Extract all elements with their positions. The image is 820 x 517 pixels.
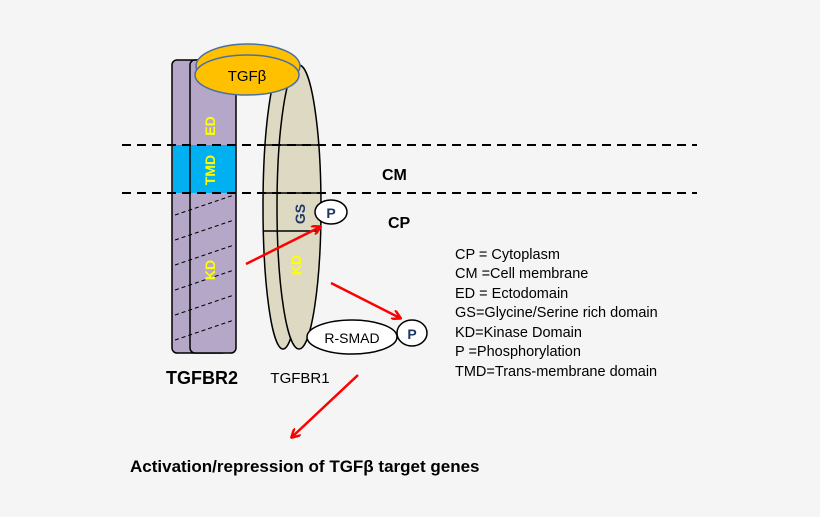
- legend-item: TMD=Trans-membrane domain: [455, 364, 657, 380]
- arrow-to-rsmad: [330, 281, 400, 318]
- tgfb-ligand: TGFβ: [194, 43, 301, 96]
- tgfb-label: TGFβ: [228, 68, 267, 85]
- svg-text:P: P: [326, 205, 335, 221]
- tgfbr1-label: TGFBR1: [270, 370, 329, 387]
- cm-label: CM: [382, 167, 407, 184]
- tgfbr2-kd-label: KD: [202, 260, 218, 280]
- cp-label: CP: [388, 215, 411, 232]
- legend: CP = Cytoplasm CM =Cell membrane ED = Ec…: [455, 247, 658, 380]
- tgfbr1-kd-label: KD: [288, 255, 304, 275]
- legend-item: CP = Cytoplasm: [455, 247, 560, 263]
- legend-item: GS=Glycine/Serine rich domain: [455, 305, 658, 321]
- legend-item: CM =Cell membrane: [455, 266, 588, 282]
- tgfbr2-ed-label: ED: [202, 116, 218, 135]
- rsmad-label: R-SMAD: [324, 330, 379, 346]
- legend-item: KD=Kinase Domain: [455, 325, 582, 341]
- legend-item: ED = Ectodomain: [455, 286, 568, 302]
- tgfbr2-tmd-label: TMD: [202, 155, 218, 185]
- outcome-label: Activation/repression of TGFβ target gen…: [130, 457, 480, 476]
- arrow-kd-to-gs: [245, 227, 320, 266]
- rsmad-phospho-label: P: [407, 326, 416, 342]
- tgfbr2-label: TGFBR2: [166, 368, 238, 388]
- legend-item: P =Phosphorylation: [455, 344, 581, 360]
- rsmad: R-SMAD P: [306, 319, 428, 355]
- arrow-to-genes: [292, 374, 359, 437]
- tgfbr1-gs-label: GS: [292, 204, 308, 224]
- tgfbr1-receptor: GS KD: [262, 64, 322, 350]
- gs-phosphorylation: P: [314, 199, 348, 225]
- tgfbr2-receptor: ED TMD KD: [171, 59, 237, 354]
